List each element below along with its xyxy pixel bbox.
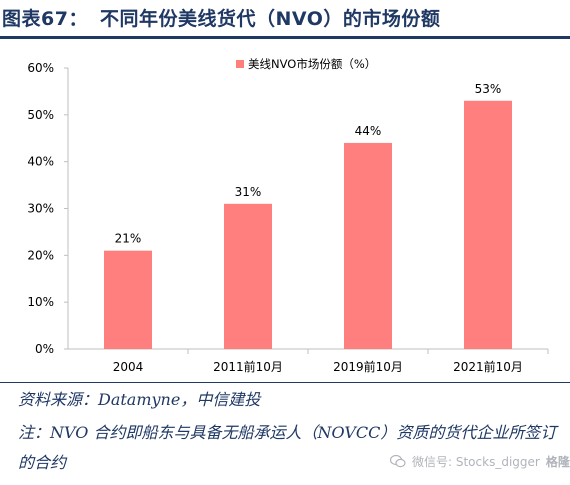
legend-label: 美线NVO市场份额（%） (248, 57, 376, 71)
data-label: 44% (355, 124, 382, 138)
wechat-icon (390, 454, 406, 468)
x-tick-label: 2019前10月 (333, 359, 403, 374)
y-tick-label: 10% (27, 295, 54, 309)
data-label: 53% (475, 82, 502, 96)
bar-chart: 0% 10% 20% 30% 40% 50% 60% 21% 2004 31% 2011前10月 44… (27, 57, 549, 374)
x-tick-label: 2004 (113, 360, 144, 374)
figure-title: 不同年份美线货代（NVO）的市场份额 (99, 8, 441, 30)
footer-rule (0, 382, 570, 383)
y-tick-label: 0% (35, 342, 54, 356)
y-tick-label: 60% (27, 61, 54, 75)
y-tick-label: 30% (27, 202, 54, 216)
data-label: 21% (115, 232, 142, 246)
y-tick-label: 20% (27, 248, 54, 262)
chart-title: 图表67： 不同年份美线货代（NVO）的市场份额 (2, 4, 440, 31)
watermark-brand: 格隆汇 (545, 454, 570, 469)
bar (104, 250, 152, 349)
note-text: 注：NVO 合约即船东与具备无船承运人（NOVCC）资质的货代企业所签订的合约 (18, 423, 557, 472)
y-tick-label: 50% (27, 108, 54, 122)
title-bar: 图表67： 不同年份美线货代（NVO）的市场份额 (0, 0, 570, 36)
bar (344, 142, 392, 349)
bar (464, 100, 512, 350)
figure-number: 图表67： (2, 8, 88, 30)
x-tick-label: 2021前10月 (453, 359, 523, 374)
watermark-text: 微信号: Stocks_digger (412, 454, 540, 469)
data-label: 31% (235, 185, 262, 199)
legend-swatch (236, 60, 244, 68)
bar (224, 203, 272, 349)
y-tick-label: 40% (27, 155, 54, 169)
x-tick-label: 2011前10月 (213, 359, 283, 374)
title-rule (0, 36, 570, 39)
watermark: 微信号: Stocks_digger 格隆汇 (390, 448, 570, 474)
source-text: 资料来源：Datamyne，中信建投 (18, 390, 261, 409)
